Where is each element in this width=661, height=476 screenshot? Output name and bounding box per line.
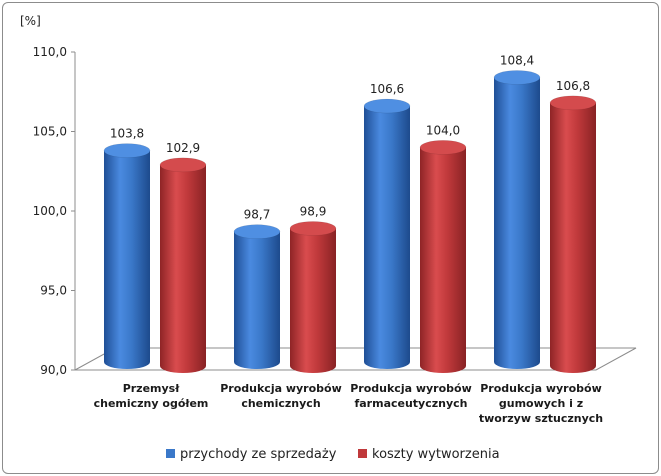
- data-label: 98,9: [300, 204, 327, 218]
- bars: 103,8 98,7 106,6 108,4 102,9 98,9 104,0 106,8: [103, 53, 597, 373]
- bar-body: [364, 106, 410, 369]
- y-tick-label: 90,0: [40, 363, 67, 377]
- y-tick-label: 100,0: [33, 204, 67, 218]
- bar-top: [363, 98, 411, 114]
- bar: 98,7: [233, 208, 281, 369]
- legend-swatch: [166, 449, 175, 458]
- data-label: 103,8: [110, 127, 144, 141]
- bar: 106,6: [363, 82, 411, 369]
- bar-top: [549, 95, 597, 111]
- data-label: 106,8: [556, 79, 590, 93]
- bar: 104,0: [419, 123, 467, 373]
- bar-top: [233, 224, 281, 239]
- category-label-line: chemicznych: [241, 397, 320, 410]
- bar-body: [494, 77, 540, 369]
- bar-top: [289, 221, 337, 236]
- bar-body: [550, 102, 596, 373]
- category-label: Produkcja wyrobów gumowych i z tworzyw szt…: [479, 382, 603, 425]
- category-label-line: farmaceutycznych: [354, 397, 467, 410]
- bar-body: [160, 164, 206, 373]
- floor-plane: [74, 347, 637, 371]
- bar: 103,8: [103, 127, 151, 369]
- bar-body: [290, 228, 336, 373]
- bar: 98,9: [289, 204, 337, 373]
- data-label: 102,9: [166, 141, 200, 155]
- category-label: Produkcja wyrobów chemicznych: [220, 382, 342, 410]
- category-label-line: tworzyw sztucznych: [479, 412, 603, 425]
- bar-top: [419, 140, 467, 155]
- category-label-line: Produkcja wyrobów: [350, 382, 472, 395]
- category-label: Produkcja wyrobów farmaceutycznych: [350, 382, 472, 410]
- category-label-line: gumowych i z: [499, 397, 583, 410]
- category-label: Przemysł chemiczny ogółem: [94, 382, 209, 410]
- legend: przychody ze sprzedaży koszty wytworzenia: [166, 447, 500, 462]
- data-label: 108,4: [500, 53, 534, 67]
- legend-swatch: [358, 449, 367, 458]
- bar-body: [104, 150, 150, 369]
- category-label-line: Produkcja wyrobów: [220, 382, 342, 395]
- bar-body: [420, 147, 466, 373]
- legend-label: koszty wytworzenia: [372, 447, 500, 462]
- data-label: 106,6: [370, 82, 404, 96]
- category-labels: Przemysł chemiczny ogółem Produkcja wyrobó…: [94, 382, 604, 425]
- bar-top: [103, 143, 151, 158]
- bar-body: [234, 231, 280, 369]
- category-label-line: Przemysł: [123, 382, 181, 395]
- legend-label: przychody ze sprzedaży: [180, 447, 337, 462]
- axes: 90,0 95,0 100,0 105,0 110,0: [33, 45, 637, 377]
- y-axis-label: [%]: [20, 14, 41, 28]
- y-tick-label: 110,0: [33, 45, 67, 59]
- y-tick-label: 95,0: [40, 284, 67, 298]
- bar: 106,8: [549, 79, 597, 373]
- y-tick-label: 105,0: [33, 125, 67, 139]
- category-label-line: Produkcja wyrobów: [480, 382, 602, 395]
- category-label-line: chemiczny ogółem: [94, 397, 209, 410]
- bar-top: [159, 157, 207, 173]
- data-label: 104,0: [426, 123, 460, 137]
- bar: 108,4: [493, 53, 541, 369]
- data-label: 98,7: [244, 208, 271, 222]
- bar: 102,9: [159, 141, 207, 373]
- bar-top: [493, 70, 541, 85]
